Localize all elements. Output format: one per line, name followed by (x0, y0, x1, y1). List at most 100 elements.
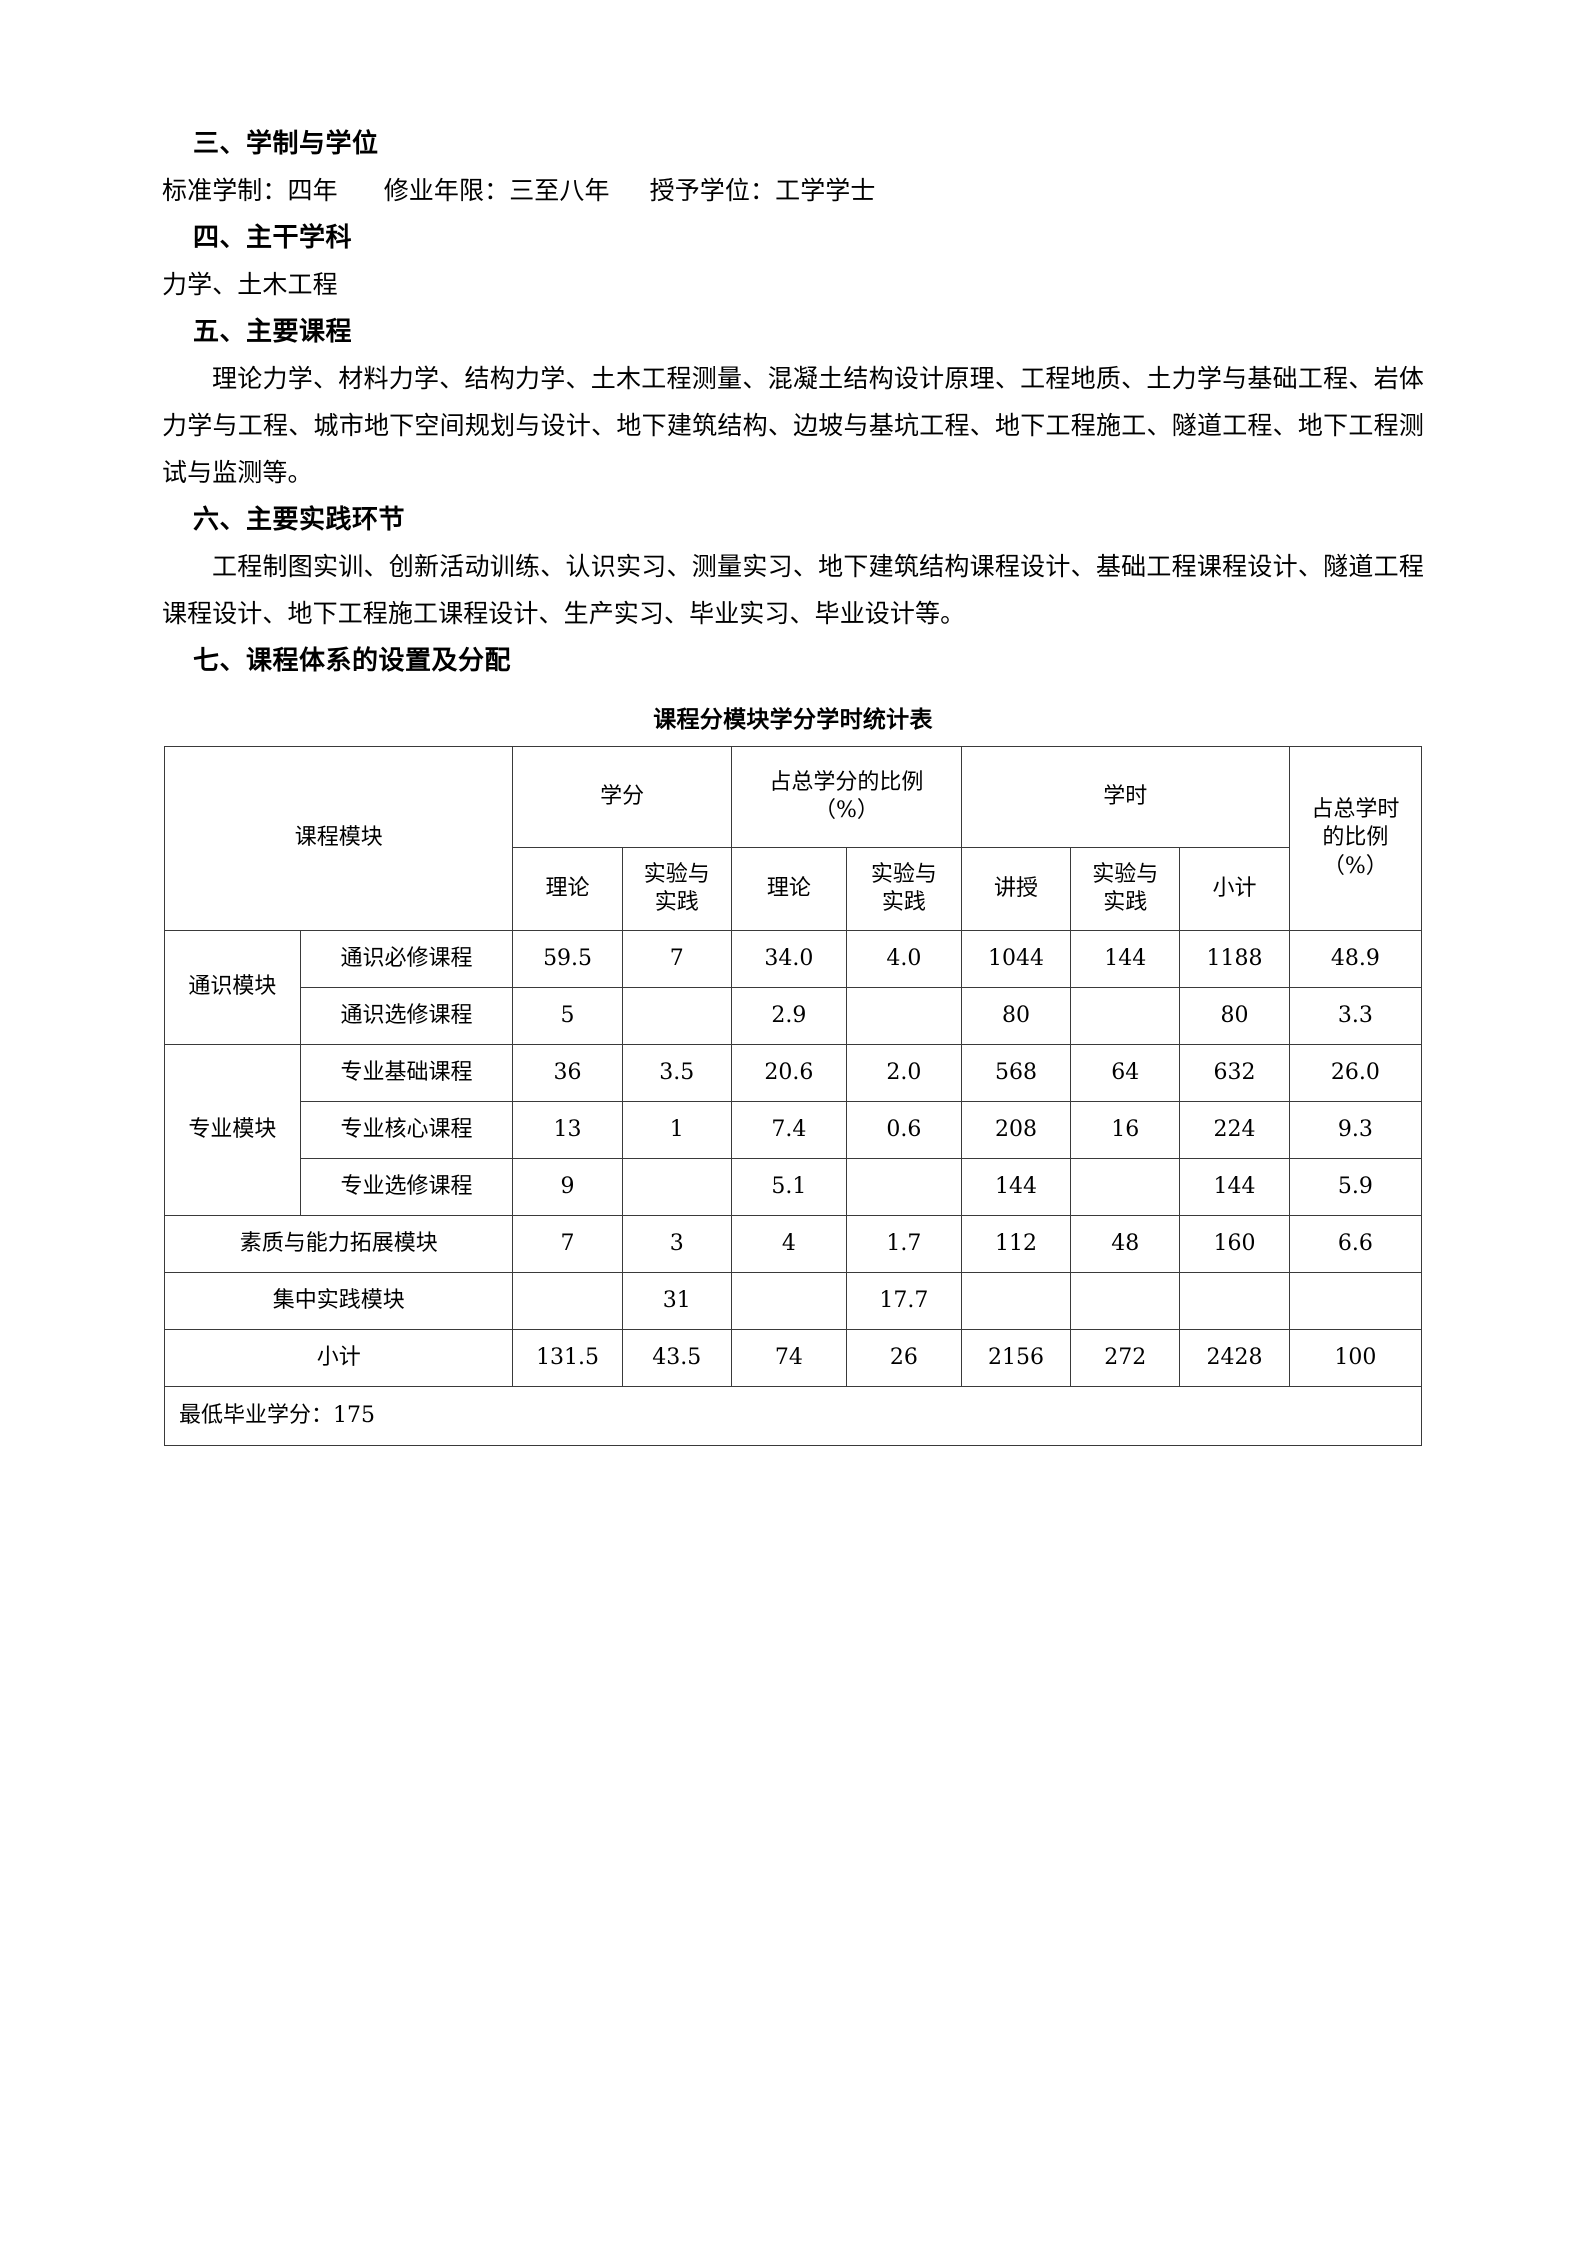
paragraph-section-3: 标准学制：四年 修业年限：三至八年 授予学位：工学学士 (162, 167, 1424, 214)
table-row: 素质与能力拓展模块 7 3 4 1.7 112 48 160 6.6 (163, 1215, 1423, 1273)
cell-hours-lab: 48 (1070, 1215, 1181, 1273)
header-pct-lab: 实验与 实践 (845, 847, 962, 931)
cell-hours-lecture: 112 (960, 1215, 1072, 1273)
cell-hours-lecture: 208 (960, 1101, 1072, 1159)
cell-credit-theory: 9 (512, 1158, 623, 1216)
header-credit-percentage: 占总学分的比例 （%） (730, 746, 962, 848)
table-row: 专业模块 专业基础课程 36 3.5 20.6 2.0 568 64 632 26.0 (164, 1044, 1423, 1216)
cell-pct-theory: 2.9 (730, 987, 847, 1045)
cell-credit-lab: 1 (621, 1101, 732, 1159)
cell-hours-total: 80 (1179, 987, 1290, 1045)
cell-pct-theory: 74 (730, 1329, 847, 1387)
cell-credit-lab: 3.5 (621, 1044, 732, 1102)
header-credit-lab-line1: 实验与 (643, 861, 710, 887)
header-hours-lab-line2: 实践 (1103, 890, 1148, 915)
cell-hours-pct: 26.0 (1288, 1044, 1423, 1102)
paragraph-section-4: 力学、土木工程 (162, 270, 338, 299)
cell-pct-lab: 0.6 (845, 1101, 962, 1159)
header-credit-percentage-line2: （%） (813, 798, 879, 823)
cell-course-name: 专业基础课程 (299, 1044, 514, 1102)
cell-pct-theory: 4 (730, 1215, 847, 1273)
header-hours: 学时 (960, 746, 1290, 848)
table-header-row-2: 理论 实验与 实践 理论 实验与 实践 讲授 实验与 实践 小计 (165, 847, 1422, 931)
heading-section-6: 六、主要实践环节 (193, 505, 406, 535)
header-hour-percentage-line3: （%） (1322, 853, 1388, 879)
cell-module-group: 专业模块 (164, 1044, 301, 1216)
header-hours-lab: 实验与 实践 (1070, 847, 1181, 931)
table-row: 集中实践模块 31 17.7 (163, 1272, 1423, 1330)
table-header-row-1: 课程模块 学分 占总学分的比例 （%） 学时 占总学时 的比例 （%） (163, 746, 1423, 931)
header-credit-lab-line2: 实践 (654, 890, 699, 915)
heading-section-5: 五、主要课程 (193, 317, 353, 347)
header-credits: 学分 (512, 746, 732, 848)
cell-hours-total: 1188 (1179, 930, 1290, 988)
cell-course-name: 通识选修课程 (299, 987, 514, 1045)
cell-hours-lab (1070, 1272, 1181, 1330)
heading-section-7: 七、课程体系的设置及分配 (193, 646, 512, 676)
cell-course-name: 专业核心课程 (299, 1101, 514, 1159)
cell-module-name: 素质与能力拓展模块 (163, 1215, 514, 1273)
cell-hours-lecture: 2156 (960, 1329, 1072, 1387)
header-pct-lab-line1: 实验与 (870, 861, 937, 887)
cell-pct-theory: 20.6 (730, 1044, 847, 1102)
heading-section-3: 三、学制与学位 (193, 129, 379, 159)
header-pct-lab-line2: 实践 (881, 890, 926, 915)
header-hours-lab-line1: 实验与 (1092, 861, 1159, 887)
cell-hours-pct: 6.6 (1288, 1215, 1423, 1273)
cell-hours-lab (1070, 1158, 1181, 1216)
cell-credit-lab (621, 987, 732, 1045)
cell-hours-pct: 5.9 (1288, 1158, 1423, 1216)
table-row: 通识选修课程 5 2.9 80 80 3.3 (165, 987, 1423, 1045)
cell-pct-theory: 5.1 (730, 1158, 847, 1216)
table-caption: 课程分模块学分学时统计表 (653, 707, 933, 733)
cell-credit-theory: 131.5 (512, 1329, 623, 1387)
cell-credit-lab: 43.5 (621, 1329, 732, 1387)
table-row: 通识模块 通识必修课程 59.5 7 34.0 4.0 1044 144 1188 48.9 (164, 930, 1423, 1045)
cell-hours-lab: 64 (1070, 1044, 1181, 1102)
cell-hours-total: 224 (1179, 1101, 1290, 1159)
cell-hours-lab: 144 (1070, 930, 1181, 988)
header-hours-subtotal: 小计 (1179, 847, 1290, 931)
header-hours-lecture: 讲授 (960, 847, 1072, 931)
cell-credit-lab: 31 (621, 1272, 732, 1330)
cell-hours-pct: 100 (1288, 1329, 1423, 1387)
table-footer-row: 最低毕业学分：175 (164, 1386, 1422, 1446)
cell-pct-lab (845, 987, 962, 1045)
header-hour-percentage-line1: 占总学时 (1311, 797, 1400, 823)
header-credit-theory: 理论 (512, 847, 623, 931)
cell-hours-total: 2428 (1179, 1329, 1290, 1387)
course-module-credit-hour-table: 课程模块 学分 占总学分的比例 （%） 学时 占总学时 的比例 （%） 理论 实… (163, 746, 1423, 1446)
cell-hours-total: 160 (1179, 1215, 1290, 1273)
cell-hours-lecture: 144 (960, 1158, 1072, 1216)
cell-credit-lab: 3 (621, 1215, 732, 1273)
header-course-module: 课程模块 (163, 746, 514, 931)
cell-credit-theory: 59.5 (512, 930, 623, 988)
cell-hours-lab: 16 (1070, 1101, 1181, 1159)
cell-pct-theory: 7.4 (730, 1101, 847, 1159)
cell-credit-lab: 7 (621, 930, 732, 988)
table-row: 专业选修课程 9 5.1 144 144 5.9 (165, 1158, 1423, 1216)
cell-pct-lab: 1.7 (845, 1215, 962, 1273)
table-header: 课程模块 学分 占总学分的比例 （%） 学时 占总学时 的比例 （%） 理论 实… (163, 746, 1423, 931)
cell-hours-total: 632 (1179, 1044, 1290, 1102)
cell-pct-theory: 34.0 (730, 930, 847, 988)
cell-module-group: 通识模块 (164, 930, 301, 1045)
header-credit-lab: 实验与 实践 (621, 847, 732, 931)
cell-course-name: 专业选修课程 (299, 1158, 514, 1216)
table-row: 小计 131.5 43.5 74 26 2156 272 2428 100 (163, 1329, 1423, 1387)
cell-pct-lab (845, 1158, 962, 1216)
header-pct-theory: 理论 (730, 847, 847, 931)
cell-hours-lecture (960, 1272, 1072, 1330)
cell-hours-lecture: 1044 (960, 930, 1072, 988)
table-footer: 最低毕业学分：175 (164, 1386, 1422, 1446)
cell-credit-theory: 7 (512, 1215, 623, 1273)
cell-hours-lab: 272 (1070, 1329, 1181, 1387)
cell-pct-lab: 4.0 (845, 930, 962, 988)
standard-duration-text: 标准学制：四年 (162, 176, 338, 205)
study-period-text: 修业年限：三至八年 (383, 176, 610, 205)
cell-credit-theory (512, 1272, 623, 1330)
cell-hours-total: 144 (1179, 1158, 1290, 1216)
cell-hours-pct: 9.3 (1288, 1101, 1423, 1159)
cell-module-name: 小计 (163, 1329, 514, 1387)
